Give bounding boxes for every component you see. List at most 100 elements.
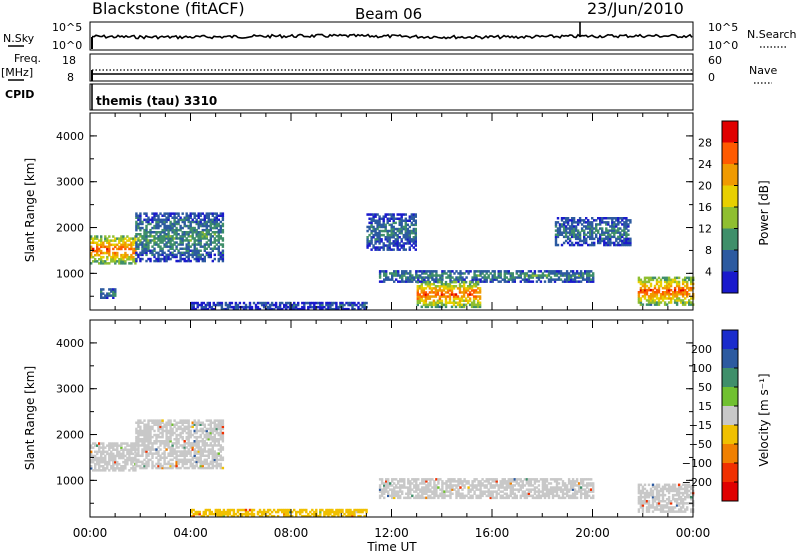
echo-cell [462,295,466,298]
echo-cell [438,295,442,298]
echo-cell [112,235,115,238]
echo-cell [579,280,583,283]
echo-cell [219,421,222,424]
echo-cell [573,488,577,491]
echo-cell [248,305,252,309]
echo-cell [151,454,154,457]
echo-cell [185,466,188,470]
echo-cell [114,290,117,293]
echo-cell [659,489,663,493]
echo-cell [511,486,514,489]
echo-cell [370,242,373,245]
echo-cell [645,495,649,499]
echo-cell [163,235,166,238]
echo-cell [122,467,125,470]
echo-cell [590,484,593,487]
echo-cell [108,452,111,456]
echo-cell [421,280,424,283]
echo-cell [372,217,375,220]
echo-cell [569,274,573,277]
echo-cell [218,508,221,512]
echo-cell [192,514,195,518]
echo-cell [189,220,192,224]
echo-cell [681,291,685,294]
echo-cell [137,218,140,222]
echo-cell [417,270,420,273]
echo-cell [422,303,426,307]
echo-cell [466,287,470,290]
echo-cell [570,225,574,228]
echo-cell [562,225,566,228]
echo-cell [191,462,194,466]
echo-cell [439,494,442,498]
echo-cell [351,305,354,309]
echo-cell [613,225,616,228]
echo-cell [126,460,129,464]
echo-cell [525,478,529,481]
echo-cell [378,223,381,227]
echo-cell [659,284,663,288]
echo-cell [110,465,113,468]
echo-cell [218,301,221,305]
echo-cell [503,482,506,485]
echo-cell [197,237,200,240]
echo-cell [187,247,190,250]
echo-cell [185,452,188,455]
echo-cell [187,255,190,259]
echo-cell [523,278,527,281]
echo-cell [558,223,562,226]
echo-cell [372,227,375,231]
echo-cell [102,469,105,472]
echo-cell [458,297,462,300]
echo-cell [104,450,107,454]
echo-cell [139,421,142,424]
echo-cell [370,248,373,251]
echo-cell [147,448,150,451]
echo-cell [591,223,594,226]
echo-cell [549,280,553,283]
echo-cell [169,446,172,449]
echo-cell [471,486,474,489]
echo-cell [447,490,450,493]
echo-cell [104,251,107,255]
echo-cell [100,260,103,263]
echo-cell [589,235,592,239]
echo-cell [122,245,125,249]
echo-cell [655,278,659,282]
echo-cell [476,291,480,294]
echo-cell [134,450,137,454]
echo-cell [205,427,208,431]
echo-cell [407,490,410,493]
echo-cell [448,287,452,290]
echo-cell [653,291,657,294]
echo-cell [653,295,657,298]
echo-cell [214,303,217,307]
echo-cell [509,492,512,495]
echo-cell [189,450,192,453]
echo-cell [419,496,422,500]
echo-cell [621,219,624,222]
echo-cell [201,218,204,222]
echo-cell [216,301,219,305]
echo-cell [90,241,93,244]
echo-cell [177,454,180,457]
echo-cell [591,227,594,230]
echo-cell [645,508,649,511]
echo-cell [122,442,125,445]
echo-cell [179,251,182,255]
echo-cell [191,235,194,238]
echo-cell [209,222,212,226]
echo-cell [378,280,382,283]
echo-cell [539,270,543,273]
echo-cell [688,293,691,296]
echo-cell [541,478,545,481]
echo-cell [649,297,653,300]
echo-cell [187,214,190,217]
echo-cell [402,219,405,222]
echo-cell [673,506,677,509]
echo-cell [151,446,154,449]
echo-cell [193,466,196,470]
echo-cell [601,227,604,230]
echo-cell [173,228,176,232]
echo-cell [645,510,649,513]
